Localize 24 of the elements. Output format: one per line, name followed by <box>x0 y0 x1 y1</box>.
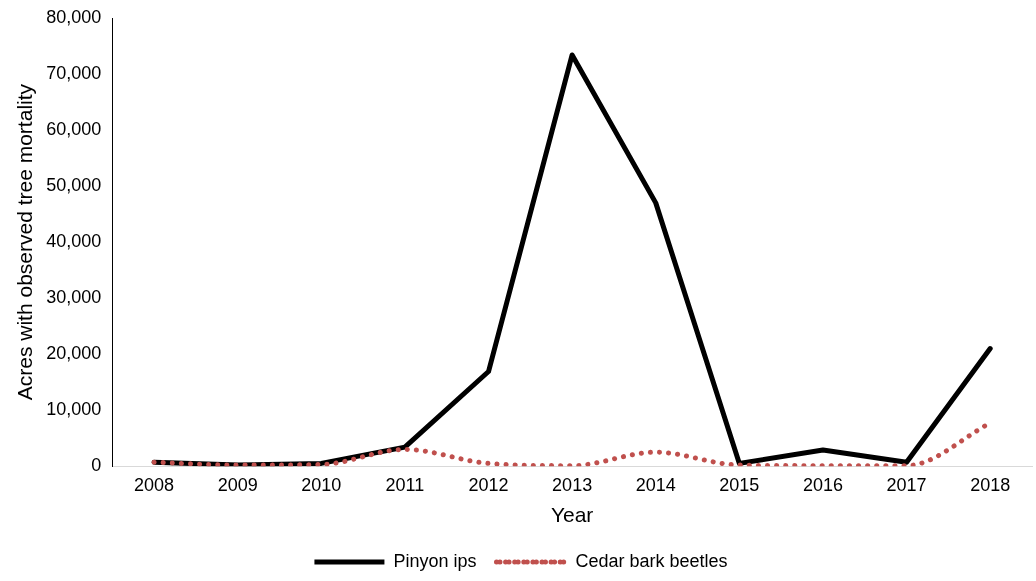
x-tick-label: 2013 <box>552 474 593 495</box>
x-tick-label: 2014 <box>635 474 676 495</box>
x-tick-label: 2008 <box>134 474 175 495</box>
x-axis-title: Year <box>550 503 594 527</box>
x-tick-label: 2018 <box>970 474 1011 495</box>
x-tick-label: 2011 <box>385 474 425 495</box>
y-tick-label: 30,000 <box>46 287 102 308</box>
legend-label: Pinyon ips <box>393 550 477 571</box>
y-tick-label: 60,000 <box>46 119 102 140</box>
x-tick-label: 2010 <box>301 474 342 495</box>
x-tick-label: 2016 <box>802 474 843 495</box>
x-tick-label: 2009 <box>217 474 258 495</box>
y-tick-label: 10,000 <box>46 399 102 420</box>
y-tick-label: 40,000 <box>46 231 102 252</box>
x-tick-label: 2015 <box>719 474 760 495</box>
y-tick-label: 70,000 <box>46 62 102 83</box>
x-tick-label: 2017 <box>886 474 927 495</box>
y-axis-title: Acres with observed tree mortality <box>13 83 37 401</box>
x-tick-label: 2012 <box>468 474 509 495</box>
y-tick-label: 80,000 <box>46 6 102 27</box>
y-tick-label: 20,000 <box>46 343 102 364</box>
legend-label: Cedar bark beetles <box>575 550 728 571</box>
y-tick-label: 50,000 <box>46 175 102 196</box>
y-tick-label: 0 <box>91 455 102 476</box>
